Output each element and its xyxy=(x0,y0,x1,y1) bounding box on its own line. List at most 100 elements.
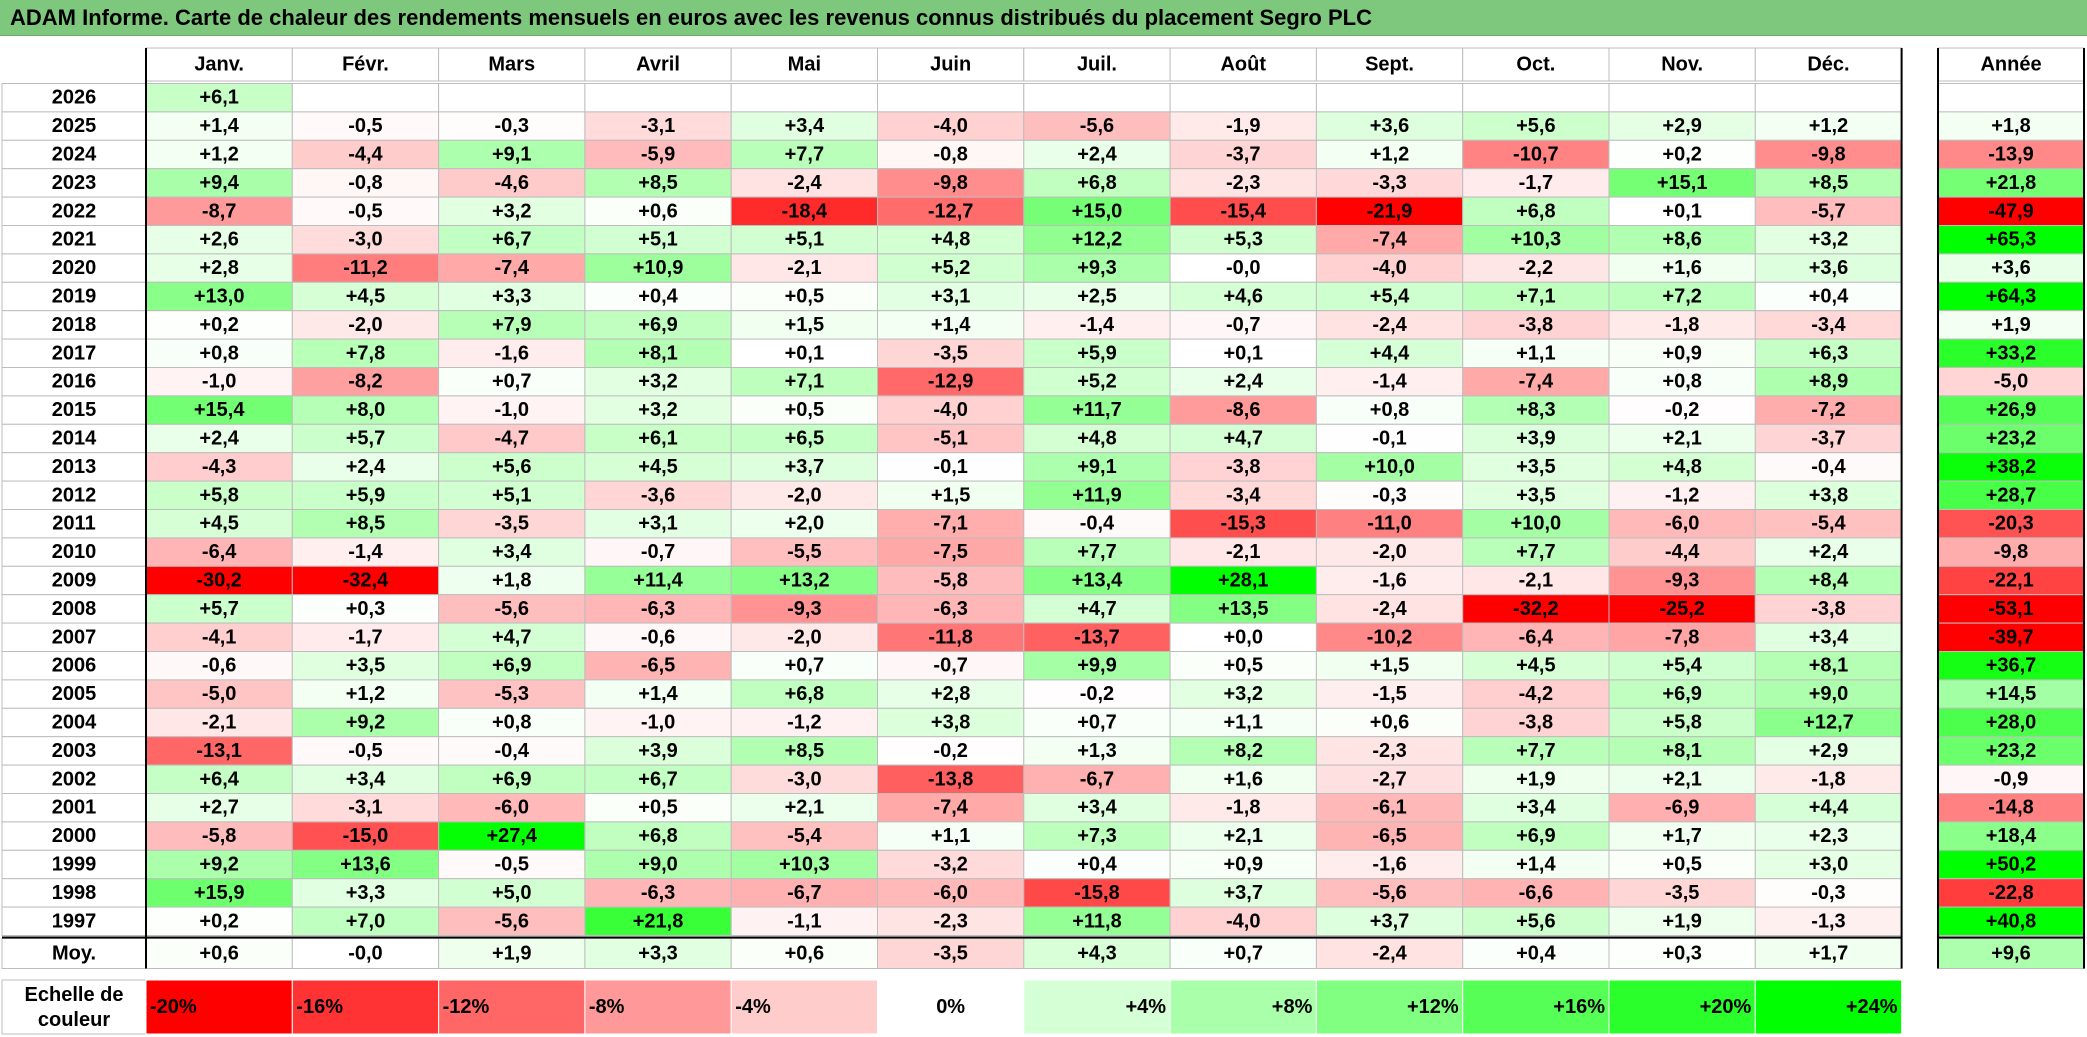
row-year-cell xyxy=(1,139,147,170)
heatmap-cell-value: +1,5 xyxy=(785,314,824,336)
heatmap-cell-value: +3,3 xyxy=(492,286,531,308)
heatmap-cell-value: +4,7 xyxy=(1077,598,1116,620)
heatmap-cell-value: +10,9 xyxy=(633,257,684,279)
heatmap-cell-value: -15,4 xyxy=(1220,200,1266,222)
heatmap-cell-value: +1,1 xyxy=(1516,342,1555,364)
heatmap-cell-value: +15,9 xyxy=(194,882,245,904)
heatmap-cell-value: +3,2 xyxy=(638,399,677,421)
heatmap-cell xyxy=(145,793,293,823)
heatmap-cell-value: +2,8 xyxy=(199,257,238,279)
heatmap-cell xyxy=(584,878,732,908)
heatmap-cell-value: +5,4 xyxy=(1662,655,1702,677)
heatmap-cell-value: +2,4 xyxy=(199,428,239,450)
annual-cell-value: +14,5 xyxy=(1986,683,2037,705)
heatmap-cell xyxy=(1462,565,1610,596)
heatmap-cell-value: +9,2 xyxy=(346,712,385,734)
heatmap-cell xyxy=(877,565,1025,596)
heatmap-cell-value: -9,8 xyxy=(1811,144,1845,166)
heatmap-cell xyxy=(1023,707,1171,738)
heatmap-cell xyxy=(1608,906,1756,936)
heatmap-cell-value: -30,2 xyxy=(196,570,242,592)
heatmap-cell xyxy=(1315,565,1464,596)
annual-cell-value: +23,2 xyxy=(1986,740,2037,762)
scale-step-label: +20% xyxy=(1700,996,1752,1018)
heatmap-cell-value: -6,3 xyxy=(933,598,967,620)
annual-cell-value: +40,8 xyxy=(1986,910,2037,932)
heatmap-cell xyxy=(438,849,586,880)
heatmap-cell-value: +8,5 xyxy=(346,513,385,535)
heatmap-cell-value: +3,9 xyxy=(1516,428,1555,450)
heatmap-cell-value: +3,5 xyxy=(346,655,385,677)
scale-swatch xyxy=(145,979,293,1035)
heatmap-cell-value: -1,1 xyxy=(787,910,821,932)
row-year-cell xyxy=(1,452,147,482)
heatmap-cell xyxy=(1754,83,1903,113)
heatmap-cell xyxy=(145,736,293,766)
heatmap-cell-value: +5,4 xyxy=(1370,286,1410,308)
annual-cell-value: +1,9 xyxy=(1991,314,2030,336)
heatmap-cell xyxy=(730,423,879,454)
row-year-label: 1997 xyxy=(52,910,97,932)
heatmap-cell xyxy=(1023,878,1171,908)
heatmap-cell-value: +5,6 xyxy=(1516,115,1555,137)
row-year-cell xyxy=(1,111,147,141)
heatmap-cell-value: -3,0 xyxy=(787,768,821,790)
annual-cell xyxy=(1937,111,2085,141)
heatmap-cell xyxy=(1023,480,1171,511)
average-label: Moy. xyxy=(52,943,96,965)
heatmap-cell-value: -1,2 xyxy=(1665,484,1699,506)
heatmap-cell xyxy=(1462,906,1610,936)
heatmap-cell-value: +5,3 xyxy=(1224,229,1263,251)
average-cell xyxy=(291,938,440,969)
heatmap-cell xyxy=(145,679,293,709)
heatmap-cell xyxy=(584,793,732,823)
heatmap-cell-value: +0,9 xyxy=(1224,854,1263,876)
heatmap-cell-value: -5,6 xyxy=(495,598,529,620)
heatmap-cell xyxy=(877,281,1025,312)
row-year-label: 2008 xyxy=(52,598,97,620)
month-header: Févr. xyxy=(342,54,389,76)
heatmap-cell xyxy=(1023,679,1171,709)
heatmap-cell-value: -7,5 xyxy=(933,541,967,563)
heatmap-cell-value: -0,2 xyxy=(1665,399,1699,421)
heatmap-cell xyxy=(1754,281,1903,312)
heatmap-cell-value: -6,4 xyxy=(202,541,237,563)
heatmap-cell xyxy=(438,395,586,425)
heatmap-cell-value: +4,4 xyxy=(1809,797,1849,819)
heatmap-cell-value: +0,7 xyxy=(492,371,531,393)
heatmap-cell-value: +2,5 xyxy=(1077,286,1116,308)
annual-cell-value: +33,2 xyxy=(1986,342,2037,364)
heatmap-cell xyxy=(1023,594,1171,624)
heatmap-cell xyxy=(145,111,293,141)
heatmap-cell-value: +9,9 xyxy=(1077,655,1116,677)
heatmap-cell-value: +4,5 xyxy=(638,456,677,478)
annual-cell-value: +50,2 xyxy=(1986,854,2037,876)
heatmap-cell-value: -1,4 xyxy=(1372,371,1407,393)
month-header: Oct. xyxy=(1516,54,1555,76)
heatmap-cell-value: -1,7 xyxy=(348,626,382,648)
heatmap-cell-value: -1,8 xyxy=(1226,797,1260,819)
heatmap-cell-value: -3,0 xyxy=(348,229,382,251)
annual-cell-value: -22,8 xyxy=(1988,882,2034,904)
heatmap-cell xyxy=(584,139,732,170)
heatmap-cell-value: -6,5 xyxy=(641,655,675,677)
heatmap-cell xyxy=(438,821,586,851)
month-header-cell xyxy=(877,47,1025,82)
heatmap-cell-value: +10,0 xyxy=(1364,456,1415,478)
heatmap-cell xyxy=(730,594,879,624)
heatmap-cell-value: +2,4 xyxy=(1809,541,1849,563)
row-year-label: 2014 xyxy=(52,428,97,450)
heatmap-cell xyxy=(1315,338,1464,369)
heatmap-cell xyxy=(1754,651,1903,681)
month-header-cell xyxy=(1315,47,1464,82)
heatmap-cell-value: +5,6 xyxy=(1516,910,1555,932)
heatmap-cell-value: -3,5 xyxy=(1665,882,1699,904)
scale-label-cell xyxy=(1,979,147,1035)
annual-cell xyxy=(1937,651,2085,681)
heatmap-cell-value: +5,0 xyxy=(492,882,531,904)
heatmap-cell-value: -0,3 xyxy=(1811,882,1845,904)
row-year-label: 2016 xyxy=(52,371,97,393)
heatmap-cell-value: +0,1 xyxy=(1662,200,1701,222)
heatmap-cell xyxy=(1754,793,1903,823)
heatmap-cell xyxy=(877,111,1025,141)
